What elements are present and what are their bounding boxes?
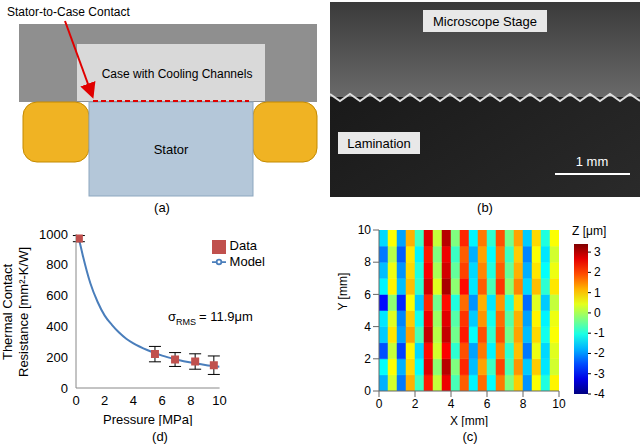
svg-text:0: 0 xyxy=(61,381,68,396)
svg-text:Pressure [MPa]: Pressure [MPa] xyxy=(103,412,193,426)
svg-text:0: 0 xyxy=(364,384,371,398)
svg-text:8: 8 xyxy=(364,255,371,269)
svg-text:0: 0 xyxy=(72,393,79,408)
svg-text:2: 2 xyxy=(364,352,371,366)
svg-text:-3: -3 xyxy=(594,367,605,381)
svg-text:1 mm: 1 mm xyxy=(576,154,609,169)
html-text:(d): (d) xyxy=(152,429,168,444)
svg-text:6: 6 xyxy=(159,393,166,408)
svg-text:4: 4 xyxy=(364,320,371,334)
svg-text:σRMS= 11.9μm: σRMS= 11.9μm xyxy=(168,309,253,327)
svg-text:4: 4 xyxy=(448,397,455,411)
html-text:Model: Model xyxy=(229,253,265,269)
svg-text:400: 400 xyxy=(46,319,68,334)
svg-text:8: 8 xyxy=(187,393,194,408)
svg-text:4: 4 xyxy=(130,393,137,408)
html-text:(b): (b) xyxy=(477,200,493,215)
svg-text:200: 200 xyxy=(46,350,68,365)
svg-text:2: 2 xyxy=(101,393,108,408)
svg-text:10: 10 xyxy=(212,393,226,408)
html-text:(c): (c) xyxy=(462,429,478,444)
svg-text:3: 3 xyxy=(594,245,601,259)
svg-text:0: 0 xyxy=(594,306,601,320)
svg-text:Thermal Contact: Thermal Contact xyxy=(0,264,15,360)
svg-text:Z [μm]: Z [μm] xyxy=(572,224,606,238)
svg-text:Resistance [mm²-K/W]: Resistance [mm²-K/W] xyxy=(16,247,31,377)
svg-text:600: 600 xyxy=(46,288,68,303)
svg-text:X [mm]: X [mm] xyxy=(450,414,488,427)
svg-text:Stator-to-Case Contact: Stator-to-Case Contact xyxy=(7,5,130,19)
svg-text:1: 1 xyxy=(594,286,601,300)
svg-text:Lamination: Lamination xyxy=(347,136,411,151)
svg-text:-4: -4 xyxy=(594,387,605,401)
svg-text:6: 6 xyxy=(484,397,491,411)
svg-text:Y [mm]: Y [mm] xyxy=(336,273,350,311)
svg-text:Microscope Stage: Microscope Stage xyxy=(433,14,537,29)
svg-text:Case with Cooling Channels: Case with Cooling Channels xyxy=(102,67,253,81)
html-text:(a): (a) xyxy=(154,200,170,215)
svg-text:800: 800 xyxy=(46,257,68,272)
html-text:Data: Data xyxy=(229,238,257,253)
svg-text:-2: -2 xyxy=(594,346,605,360)
svg-text:2: 2 xyxy=(412,397,419,411)
svg-text:8: 8 xyxy=(520,397,527,411)
svg-text:10: 10 xyxy=(358,223,372,237)
svg-text:Stator: Stator xyxy=(154,142,189,157)
svg-text:0: 0 xyxy=(376,397,383,411)
svg-text:6: 6 xyxy=(364,288,371,302)
svg-text:2: 2 xyxy=(594,265,601,279)
svg-text:10: 10 xyxy=(552,397,566,411)
svg-text:-1: -1 xyxy=(594,326,605,340)
svg-text:1000: 1000 xyxy=(39,227,68,242)
